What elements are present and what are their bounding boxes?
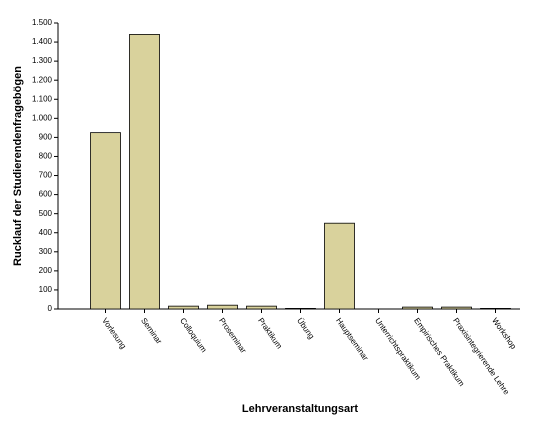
bar — [324, 222, 355, 310]
bar — [402, 306, 433, 310]
y-tick-label: 1.300 — [32, 56, 53, 65]
y-tick-label: 600 — [39, 190, 53, 199]
y-tick-label: 1.500 — [32, 18, 53, 27]
y-tick-label: 500 — [39, 209, 53, 218]
y-tick-label: 100 — [39, 285, 53, 294]
y-tick-label: 200 — [39, 266, 53, 275]
x-axis-title: Lehrveranstaltungsart — [242, 403, 358, 415]
y-tick-label: 400 — [39, 228, 53, 237]
y-tick-label: 1.200 — [32, 75, 53, 84]
y-tick-label: 800 — [39, 152, 53, 161]
y-tick-label: 1.000 — [32, 113, 53, 122]
bar — [90, 132, 121, 310]
y-axis-title: Rucklauf der Studierendenfragebögen — [12, 66, 24, 266]
bar — [246, 305, 277, 310]
bar — [285, 308, 316, 310]
bar — [441, 306, 472, 310]
bar — [480, 308, 511, 310]
y-tick-label: 300 — [39, 247, 53, 256]
y-tick-label: 0 — [48, 304, 53, 313]
bar — [129, 34, 160, 310]
y-tick-label: 1.100 — [32, 94, 53, 103]
y-tick-label: 1.400 — [32, 37, 53, 46]
bar — [168, 305, 199, 310]
y-tick-label: 900 — [39, 133, 53, 142]
y-tick-label: 700 — [39, 171, 53, 180]
bar — [207, 304, 238, 310]
